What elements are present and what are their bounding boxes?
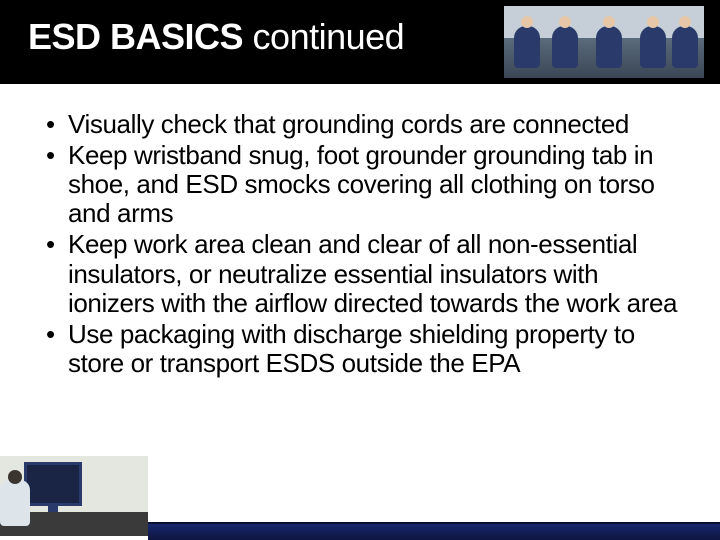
photo-head bbox=[521, 16, 533, 28]
bullet-item: Use packaging with discharge shielding p… bbox=[40, 320, 680, 378]
bullet-item: Keep work area clean and clear of all no… bbox=[40, 230, 680, 317]
slide-title: ESD BASICS continued bbox=[28, 16, 404, 58]
slide: ESD BASICS continued Visually check that… bbox=[0, 0, 720, 540]
photo-worker bbox=[0, 480, 30, 526]
body-area: Visually check that grounding cords are … bbox=[40, 110, 680, 380]
bullet-item: Visually check that grounding cords are … bbox=[40, 110, 680, 139]
bottom-bar bbox=[148, 522, 720, 540]
photo-person bbox=[596, 26, 622, 68]
photo-head bbox=[559, 16, 571, 28]
bottom-photo bbox=[0, 456, 148, 536]
photo-person bbox=[514, 26, 540, 68]
photo-head bbox=[603, 16, 615, 28]
title-bar: ESD BASICS continued bbox=[0, 0, 720, 84]
photo-head bbox=[679, 16, 691, 28]
photo-worker-head bbox=[8, 470, 22, 484]
photo-head bbox=[647, 16, 659, 28]
title-rest: continued bbox=[243, 16, 404, 57]
photo-monitor bbox=[24, 462, 82, 506]
photo-person bbox=[640, 26, 666, 68]
photo-person bbox=[672, 26, 698, 68]
bullet-list: Visually check that grounding cords are … bbox=[40, 110, 680, 378]
corner-photo bbox=[504, 6, 704, 78]
photo-person bbox=[552, 26, 578, 68]
title-bold: ESD BASICS bbox=[28, 16, 243, 57]
bullet-item: Keep wristband snug, foot grounder groun… bbox=[40, 141, 680, 228]
